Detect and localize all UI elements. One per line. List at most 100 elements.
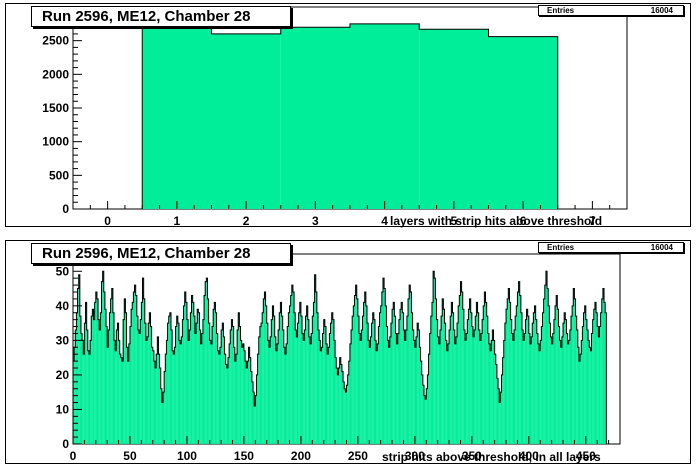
histogram-bin-398 [526, 309, 528, 444]
histogram-bin-235 [340, 364, 342, 444]
histogram-bin-145 [238, 312, 240, 444]
histogram-bin-314 [430, 316, 432, 444]
histogram-bin-125 [215, 312, 217, 444]
histogram-bin-305 [420, 361, 422, 444]
histogram-bin-258 [367, 323, 369, 444]
histogram-bin-114 [202, 319, 205, 444]
histogram-bin-18 [93, 319, 95, 444]
histogram-bin-33 [110, 298, 112, 444]
histogram-bin-4 [419, 29, 489, 209]
histogram-bin-111 [199, 330, 201, 444]
histogram-bin-47 [126, 347, 128, 444]
histogram-bin-137 [229, 343, 231, 444]
x-tick-label-1: 1 [174, 214, 181, 228]
histogram-bin-257 [365, 305, 368, 444]
histogram-bin-215 [318, 330, 320, 444]
histogram-bin-178 [275, 350, 277, 444]
histogram-bin-467 [605, 312, 607, 444]
histogram-bin-412 [542, 312, 544, 444]
histogram-bin-44 [123, 319, 125, 444]
histogram-bin-297 [411, 312, 413, 444]
histogram-bin-233 [338, 368, 340, 444]
bottom-stats-box: Entries 16004 [538, 242, 684, 253]
histogram-bin-199 [299, 302, 301, 444]
histogram-bin-39 [117, 323, 119, 444]
y-tick-label-20: 20 [56, 368, 70, 382]
histogram-bin-200 [300, 316, 303, 444]
histogram-bin-231 [336, 368, 338, 444]
histogram-bin-259 [368, 340, 370, 444]
histogram-bin-32 [109, 312, 111, 444]
histogram-bin-179 [276, 343, 279, 444]
histogram-bin-276 [387, 340, 389, 444]
histogram-bin-335 [454, 343, 456, 444]
histogram-bin-434 [567, 343, 569, 444]
histogram-bin-16 [91, 316, 93, 444]
histogram-bin-244 [351, 330, 353, 444]
histogram-bin-372 [496, 378, 499, 444]
histogram-bin-21 [96, 298, 99, 444]
top-histogram-plot: 0 1 2 3 4 5 6 7 0 500 1000 1500 2000 2500 [42, 6, 628, 228]
x-tick-label-400: 400 [519, 449, 539, 463]
histogram-bin-183 [281, 316, 283, 444]
histogram-bin-462 [599, 326, 601, 444]
histogram-bin-99 [185, 302, 187, 444]
histogram-bin-342 [462, 309, 464, 444]
histogram-bin-368 [492, 330, 494, 444]
histogram-bin-207 [308, 336, 311, 444]
histogram-bin-421 [552, 333, 554, 444]
histogram-bin-263 [372, 312, 374, 444]
histogram-bin-418 [549, 323, 551, 444]
x-tick-label-0: 0 [104, 214, 111, 228]
histogram-bin-122 [212, 326, 214, 444]
histogram-bin-169 [265, 305, 267, 444]
histogram-bin-432 [565, 319, 567, 444]
histogram-bin-154 [248, 347, 250, 444]
histogram-bin-316 [433, 271, 435, 444]
histogram-bin-387 [514, 330, 516, 444]
bottom-stats-entries-label: Entries [547, 243, 575, 252]
histogram-bin-301 [416, 336, 418, 444]
histogram-bin-71 [153, 361, 156, 444]
histogram-bin-56 [136, 316, 138, 444]
histogram-bin-76 [159, 368, 161, 444]
histogram-bin-100 [186, 319, 189, 444]
histogram-bin-216 [319, 340, 321, 444]
x-tick-label-200: 200 [291, 449, 311, 463]
histogram-bin-253 [361, 330, 363, 444]
histogram-bin-318 [435, 298, 437, 444]
histogram-bin-142 [234, 361, 236, 444]
histogram-bin-104 [191, 295, 193, 444]
histogram-bin-149 [242, 343, 244, 444]
histogram-bin-443 [577, 347, 579, 444]
histogram-bin-165 [261, 323, 263, 444]
histogram-bin-106 [193, 316, 195, 444]
histogram-bin-369 [493, 340, 495, 444]
histogram-bin-42 [120, 357, 123, 444]
histogram-bin-442 [576, 330, 578, 444]
histogram-bin-388 [515, 316, 517, 444]
histogram-bin-60 [141, 302, 143, 444]
histogram-bin-450 [585, 319, 587, 444]
histogram-bin-81 [165, 354, 167, 444]
histogram-bin-181 [279, 312, 281, 444]
histogram-bin-294 [408, 298, 410, 444]
histogram-bin-349 [470, 312, 472, 444]
histogram-bin-148 [241, 347, 243, 444]
histogram-bin-24 [100, 312, 102, 444]
histogram-bin-438 [572, 305, 574, 444]
histogram-bin-133 [224, 354, 226, 444]
histogram-bin-152 [246, 368, 248, 444]
histogram-bin-69 [151, 347, 153, 444]
histogram-bin-30 [107, 347, 109, 444]
histogram-bin-429 [561, 336, 564, 444]
histogram-bin-417 [548, 305, 550, 444]
histogram-bin-217 [320, 350, 322, 444]
bottom-histogram-panel: 0 50 100 150 200 250 300 350 400 450 0 10 20 30 40 50 R… [5, 240, 691, 464]
histogram-bin-74 [157, 336, 159, 444]
histogram-bin-371 [495, 364, 497, 444]
histogram-bin-255 [363, 302, 365, 444]
histogram-bin-5 [488, 36, 558, 210]
histogram-bin-68 [150, 326, 152, 444]
histogram-bin-304 [419, 347, 421, 444]
